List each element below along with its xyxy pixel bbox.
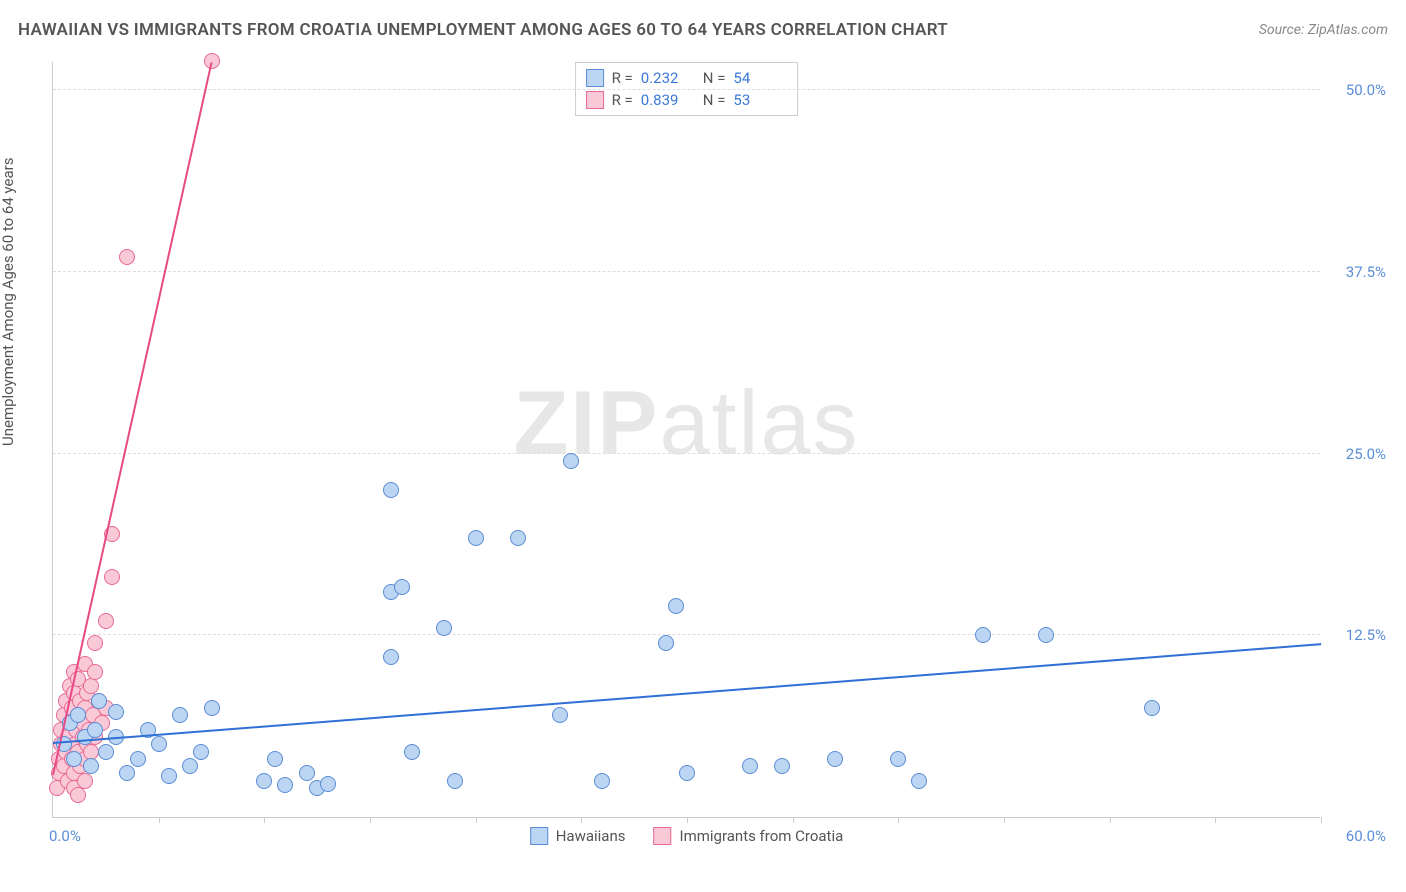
data-point [774,758,790,774]
r-label: R = [612,69,633,87]
x-origin-label: 0.0% [49,827,81,845]
n-label: N = [703,69,726,87]
stats-row: R = 0.839 N = 53 [586,89,788,111]
data-point [87,635,103,651]
data-point [83,758,99,774]
data-point [119,765,135,781]
legend-label: Hawaiians [556,827,626,845]
data-point [1038,627,1054,643]
data-point [1144,700,1160,716]
data-point [91,693,107,709]
data-point [383,649,399,665]
data-point [911,773,927,789]
data-point [83,678,99,694]
source-label: Source: ZipAtlas.com [1259,22,1388,38]
data-point [299,765,315,781]
data-point [890,751,906,767]
trend-line [53,644,1321,745]
legend-label: Immigrants from Croatia [680,827,844,845]
data-point [98,744,114,760]
data-point [436,620,452,636]
data-point [87,722,103,738]
data-point [130,751,146,767]
legend-item: Hawaiians [530,827,626,845]
x-tick [1110,817,1111,823]
grid-line [53,271,1320,272]
legend-swatch [654,827,672,845]
x-tick [370,817,371,823]
x-tick [1215,817,1216,823]
data-point [77,773,93,789]
data-point [679,765,695,781]
y-axis-label: Unemployment Among Ages 60 to 64 years [0,158,17,446]
data-point [182,758,198,774]
data-point [256,773,272,789]
data-point [119,249,135,265]
trend-line [52,63,212,776]
data-point [70,707,86,723]
data-point [563,453,579,469]
x-tick [1321,817,1322,823]
data-point [277,777,293,793]
legend-swatch [586,69,604,87]
data-point [668,598,684,614]
n-label: N = [703,91,726,109]
y-tick-label: 25.0% [1346,445,1386,463]
data-point [66,751,82,767]
n-value: 53 [733,91,787,109]
y-tick-label: 12.5% [1346,626,1386,644]
x-end-label: 60.0% [1346,827,1386,845]
y-tick-label: 50.0% [1346,81,1386,99]
data-point [172,707,188,723]
y-tick-label: 37.5% [1346,263,1386,281]
data-point [658,635,674,651]
data-point [404,744,420,760]
data-point [320,776,336,792]
data-point [108,704,124,720]
data-point [204,700,220,716]
x-tick [898,817,899,823]
data-point [552,707,568,723]
data-point [468,530,484,546]
data-point [70,787,86,803]
chart-title: HAWAIIAN VS IMMIGRANTS FROM CROATIA UNEM… [18,20,948,40]
data-point [161,768,177,784]
x-tick [159,817,160,823]
data-point [510,530,526,546]
title-bar: HAWAIIAN VS IMMIGRANTS FROM CROATIA UNEM… [18,20,1388,40]
grid-line [53,89,1320,90]
x-tick [264,817,265,823]
n-value: 54 [733,69,787,87]
r-label: R = [612,91,633,109]
data-point [104,569,120,585]
data-point [383,482,399,498]
r-value: 0.839 [641,91,695,109]
data-point [827,751,843,767]
data-point [394,579,410,595]
scatter-plot: ZIPatlas R =0.232N =54R =0.839N =53 Hawa… [52,62,1320,818]
stats-row: R = 0.232 N = 54 [586,67,788,89]
x-tick [581,817,582,823]
x-tick [793,817,794,823]
data-point [267,751,283,767]
x-tick [687,817,688,823]
data-point [594,773,610,789]
data-point [193,744,209,760]
r-value: 0.232 [641,69,695,87]
x-tick [1004,817,1005,823]
x-tick [476,817,477,823]
grid-line [53,634,1320,635]
legend-swatch [586,91,604,109]
data-point [151,736,167,752]
data-point [447,773,463,789]
legend-item: Immigrants from Croatia [654,827,844,845]
grid-line [53,453,1320,454]
data-point [87,664,103,680]
data-point [98,613,114,629]
legend-swatch [530,827,548,845]
data-point [975,627,991,643]
data-point [742,758,758,774]
series-legend: Hawaiians Immigrants from Croatia [530,827,844,845]
